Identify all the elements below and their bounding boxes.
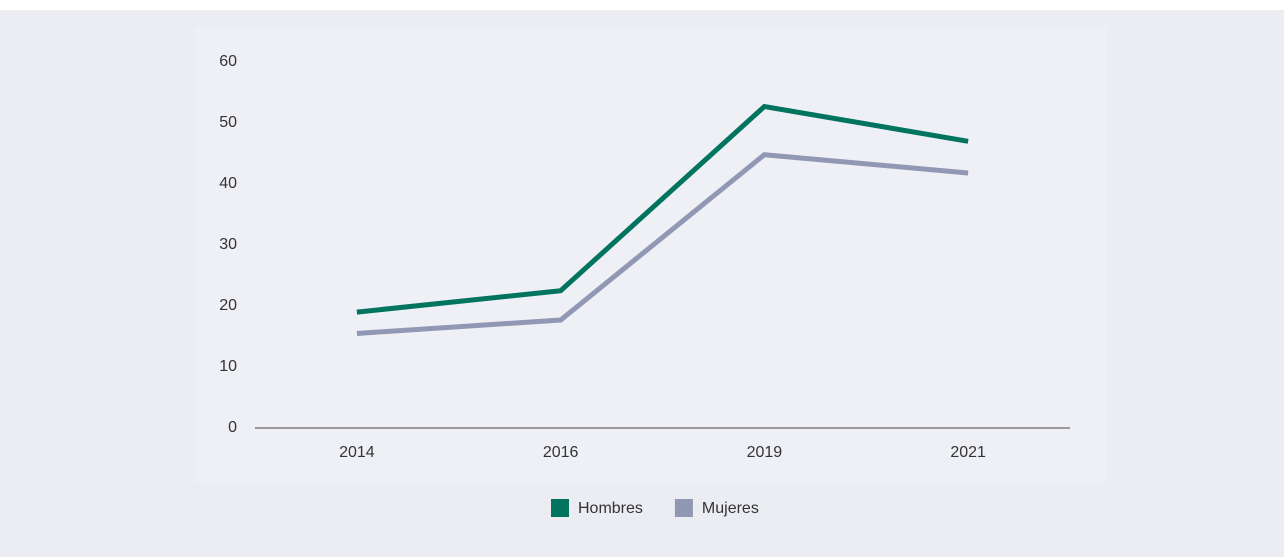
- y-tick-label: 20: [219, 297, 237, 314]
- x-tick-label: 2019: [747, 444, 783, 461]
- y-tick-label: 10: [219, 358, 237, 375]
- line-series: [356, 103, 969, 315]
- x-tick-label: 2016: [543, 444, 579, 461]
- y-tick-label: 60: [219, 53, 237, 70]
- y-tick-label: 50: [219, 114, 237, 131]
- legend-label: Hombres: [578, 500, 643, 517]
- x-tick-label: 2021: [950, 444, 986, 461]
- plot-panel: [196, 27, 1107, 483]
- x-tick-label: 2014: [339, 444, 375, 461]
- legend-swatch: [674, 499, 693, 517]
- y-tick-label: 40: [219, 175, 237, 192]
- y-tick-label: 0: [228, 419, 237, 436]
- y-tick-label: 30: [219, 236, 237, 253]
- legend-label: Mujeres: [702, 500, 759, 517]
- line-series: [356, 152, 969, 336]
- legend-swatch: [551, 499, 569, 517]
